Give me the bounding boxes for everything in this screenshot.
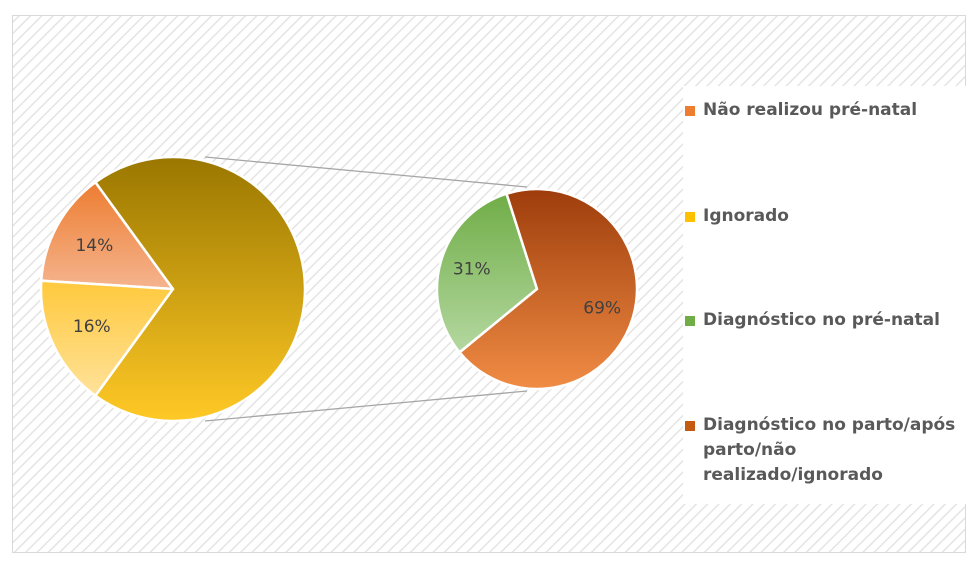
legend: Não realizou pré-natal Ignorado Diagnóstic…: [683, 86, 975, 504]
data-label: 16%: [73, 317, 111, 337]
legend-item: Não realizou pré-natal: [683, 98, 973, 123]
legend-item: Diagnóstico no parto/após parto/não real…: [683, 413, 973, 488]
pie-slice: [93, 155, 307, 423]
legend-label: Não realizou pré-natal: [703, 100, 918, 120]
legend-label: Diagnóstico no parto/após parto/não real…: [703, 415, 956, 485]
data-label: 14%: [75, 236, 113, 256]
connector: [204, 390, 528, 422]
pie-slice: [39, 279, 176, 398]
legend-label: Ignorado: [703, 206, 789, 226]
pie-slice: [435, 192, 539, 355]
legend-item: Ignorado: [683, 204, 973, 229]
legend-swatch: [685, 212, 695, 222]
legend-label: Diagnóstico no pré-natal: [703, 310, 940, 330]
legend-item: Diagnóstico no pré-natal: [683, 308, 973, 333]
pie-slice: [457, 187, 639, 391]
pie-slice: [39, 180, 176, 291]
data-label: 31%: [453, 260, 491, 280]
connector: [204, 156, 528, 188]
legend-swatch: [685, 106, 695, 116]
data-label: 69%: [583, 298, 621, 318]
legend-swatch: [685, 421, 695, 431]
legend-swatch: [685, 316, 695, 326]
